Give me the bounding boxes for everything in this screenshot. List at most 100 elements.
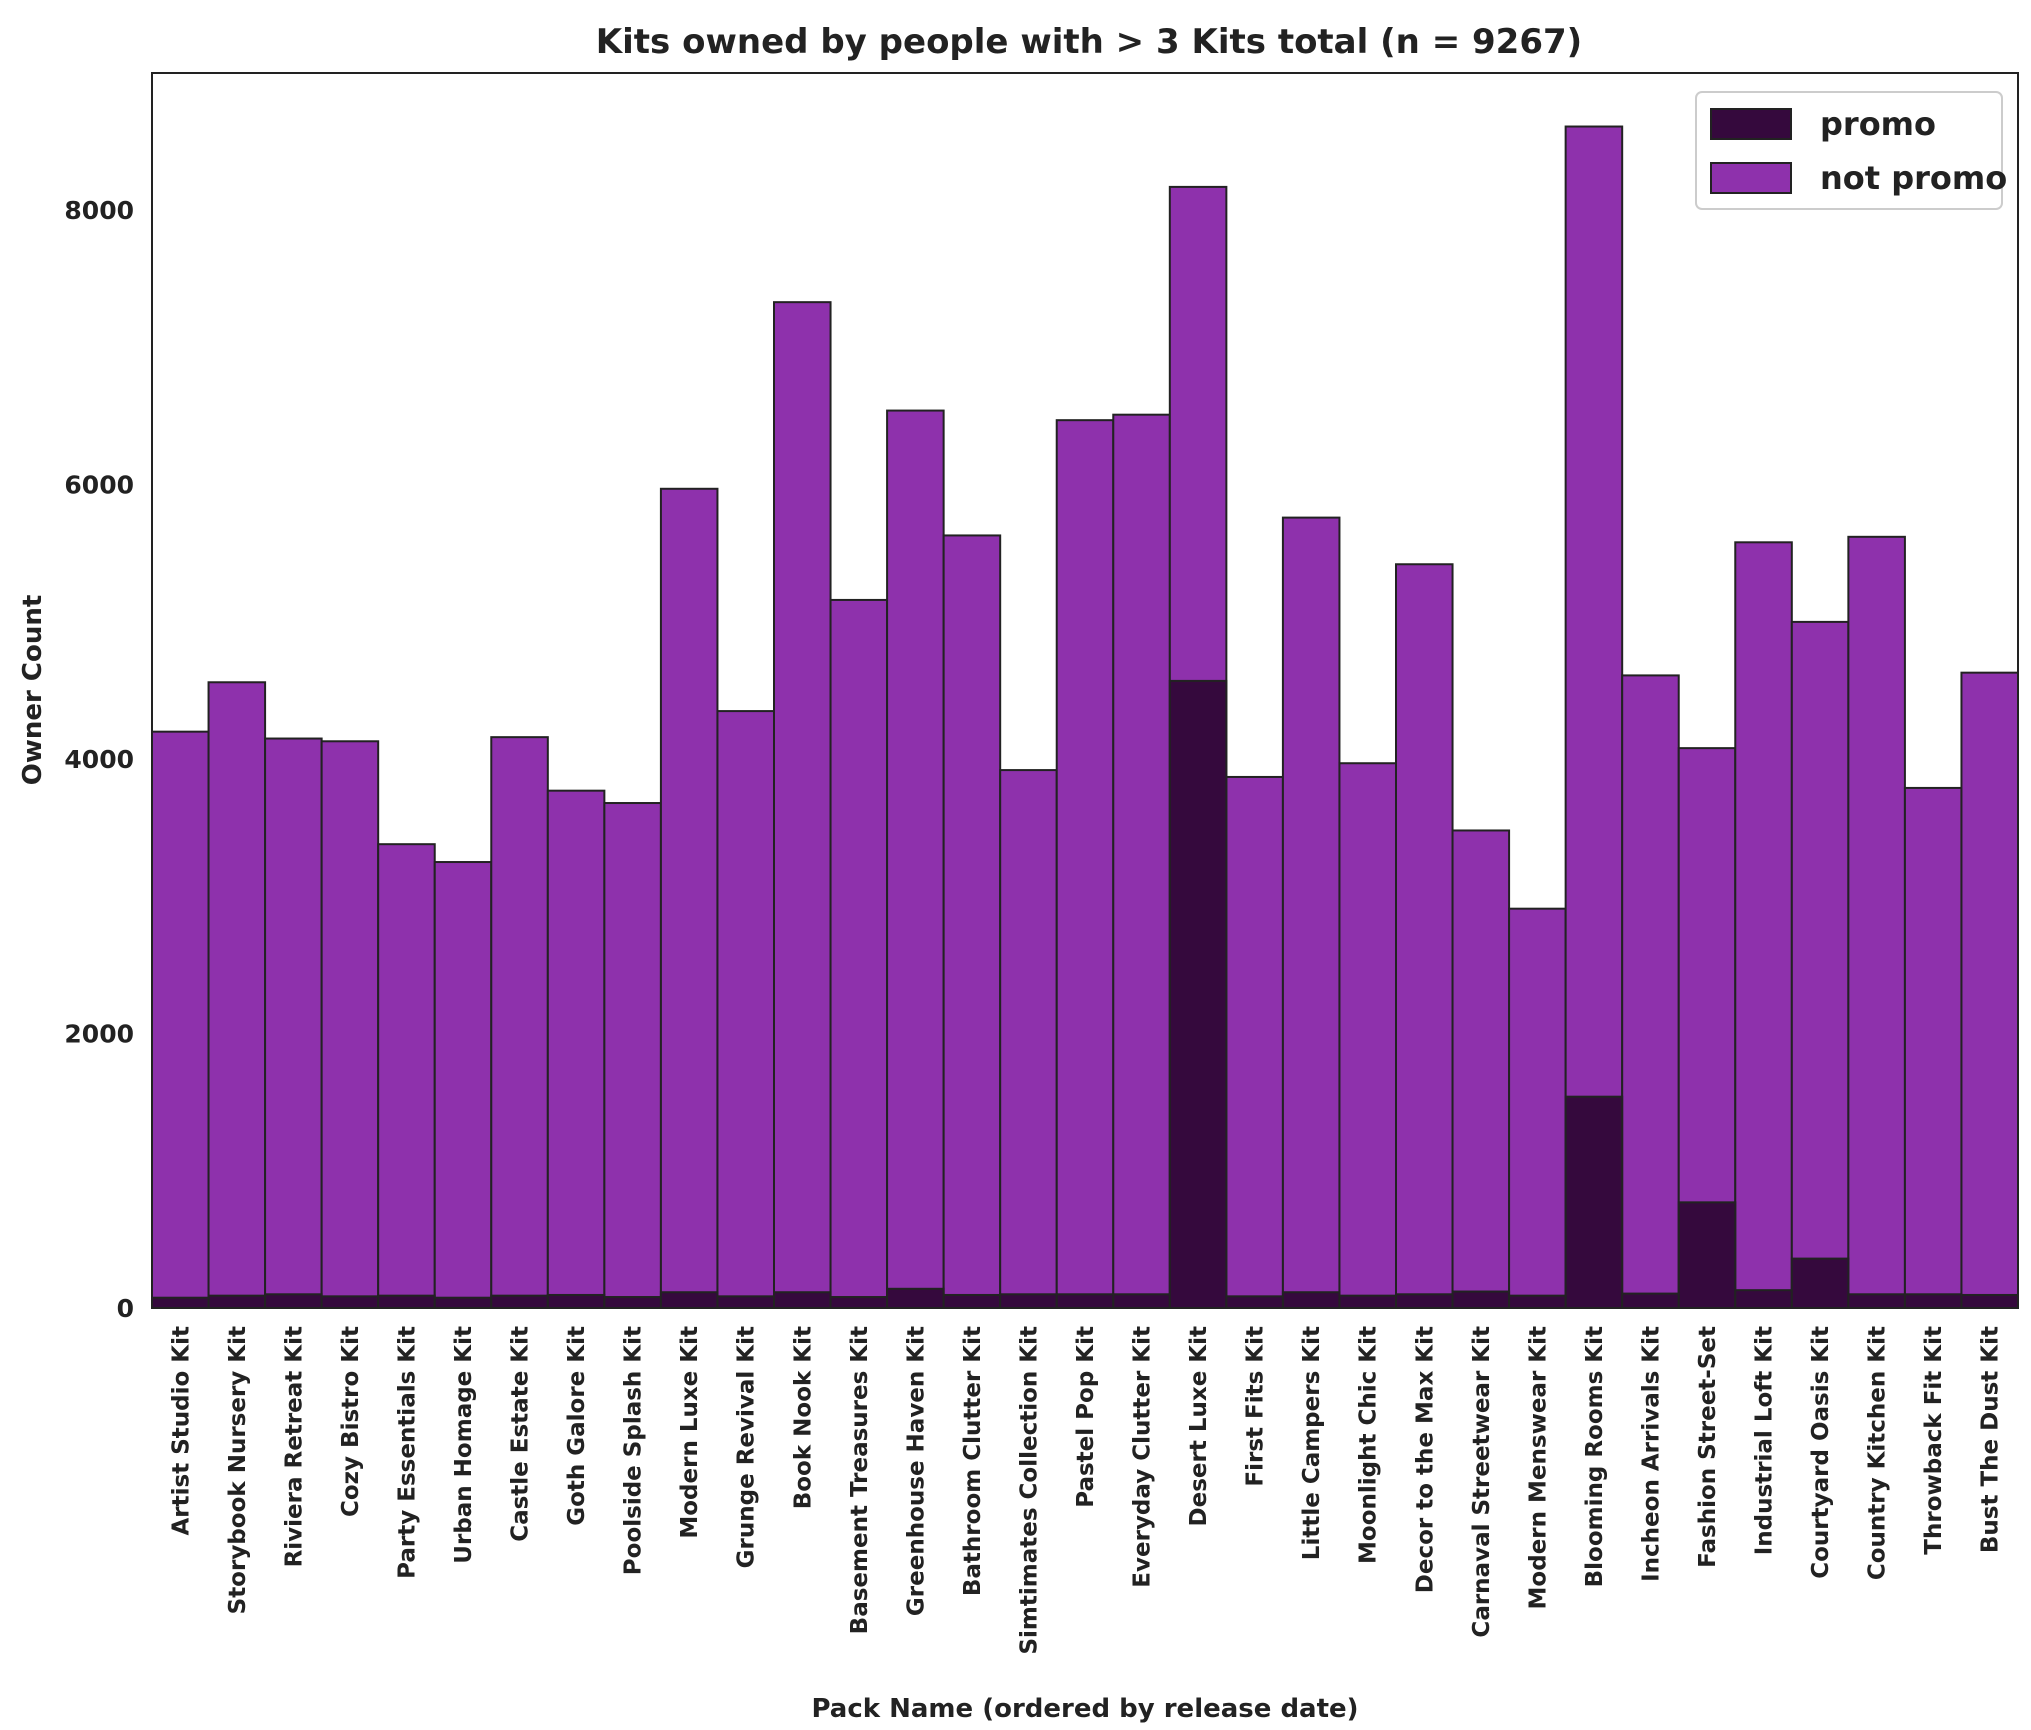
bar-promo-party-essentials-kit (377, 1294, 436, 1310)
bar-promo-desert-luxe-kit (1168, 679, 1228, 1309)
bar-not-promo-decor-to-the-max-kit (1395, 563, 1454, 1309)
x-tick-label: Simtimates Collection Kit (1016, 1326, 1042, 1655)
bar-not-promo-courtyard-oasis-kit (1790, 620, 1850, 1309)
bar-promo-riviera-retreat-kit (264, 1293, 323, 1310)
x-tick-label: Everyday Clutter Kit (1130, 1326, 1156, 1588)
x-tick-label: Basement Treasures Kit (847, 1326, 873, 1634)
bar-promo-greenhouse-haven-kit (886, 1287, 945, 1310)
bar-promo-poolside-splash-kit (603, 1296, 662, 1309)
bar-not-promo-modern-menswear-kit (1508, 907, 1567, 1310)
y-tick-label: 8000 (64, 196, 134, 225)
x-tick-label: Pastel Pop Kit (1073, 1326, 1099, 1508)
bar-promo-carnaval-streetwear-kit (1451, 1290, 1511, 1309)
y-axis-label: Owner Count (18, 595, 48, 786)
x-tick-label: Modern Menswear Kit (1525, 1326, 1551, 1609)
bar-not-promo-cozy-bistro-kit (320, 740, 380, 1309)
bar-not-promo-grunge-revival-kit (716, 710, 775, 1309)
x-tick-label: Decor to the Max Kit (1412, 1326, 1438, 1593)
x-tick-label: Moonlight Chic Kit (1356, 1326, 1382, 1564)
x-tick-label: Modern Luxe Kit (677, 1326, 703, 1539)
x-tick-label: Industrial Loft Kit (1752, 1326, 1778, 1555)
bar-promo-simtimates-collection-kit (999, 1293, 1058, 1310)
x-tick-label: Grunge Revival Kit (734, 1326, 760, 1568)
y-tick-label: 0 (117, 1294, 134, 1323)
bar-not-promo-goth-galore-kit (546, 789, 606, 1309)
bar-promo-urban-homage-kit (433, 1296, 493, 1310)
bar-promo-fashion-street-set (1677, 1201, 1737, 1309)
bar-not-promo-riviera-retreat-kit (264, 737, 323, 1309)
bar-not-promo-poolside-splash-kit (603, 802, 662, 1309)
bar-promo-bathroom-clutter-kit (942, 1293, 1002, 1309)
bar-promo-artist-studio-kit (151, 1296, 210, 1310)
bar-not-promo-everyday-clutter-kit (1112, 413, 1171, 1309)
bar-not-promo-castle-estate-kit (490, 736, 549, 1309)
x-tick-label: Storybook Nursery Kit (225, 1326, 251, 1614)
x-tick-label: Carnaval Streetwear Kit (1469, 1326, 1495, 1638)
bar-promo-incheon-arrivals-kit (1621, 1292, 1680, 1310)
y-tick-label: 6000 (64, 471, 134, 500)
bar-not-promo-storybook-nursery-kit (207, 681, 267, 1309)
bar-promo-industrial-loft-kit (1734, 1289, 1793, 1310)
legend-swatch-promo (1710, 108, 1792, 140)
bar-not-promo-artist-studio-kit (151, 730, 210, 1309)
bar-promo-moonlight-chic-kit (1338, 1294, 1398, 1310)
x-tick-label: Greenhouse Haven Kit (903, 1326, 929, 1616)
bar-not-promo-modern-luxe-kit (659, 487, 719, 1309)
y-axis-ticks: 0 2000 4000 6000 8000 (64, 196, 134, 1323)
bar-promo-grunge-revival-kit (716, 1295, 775, 1309)
bar-not-promo-country-kitchen-kit (1847, 535, 1906, 1309)
bar-not-promo-first-fits-kit (1225, 775, 1284, 1309)
bar-not-promo-bathroom-clutter-kit (942, 534, 1002, 1309)
x-tick-label: Book Nook Kit (790, 1326, 816, 1509)
bar-promo-book-nook-kit (773, 1291, 832, 1310)
x-tick-label: Poolside Splash Kit (621, 1326, 647, 1575)
bar-promo-blooming-rooms-kit (1564, 1095, 1624, 1309)
bar-promo-little-campers-kit (1281, 1291, 1341, 1310)
bar-promo-modern-luxe-kit (659, 1291, 719, 1310)
legend-label-promo: promo (1820, 105, 1936, 143)
x-axis-ticks: Artist Studio Kit Storybook Nursery Kit Ri… (168, 1326, 2003, 1655)
plot-frame (151, 72, 2019, 1309)
x-axis-label: Pack Name (ordered by release date) (811, 1694, 1358, 1724)
bar-promo-castle-estate-kit (490, 1294, 549, 1310)
bar-promo-first-fits-kit (1225, 1295, 1284, 1309)
x-tick-label: Fashion Street-Set (1695, 1326, 1721, 1568)
bar-not-promo-basement-treasures-kit (829, 598, 889, 1309)
bar-not-promo-urban-homage-kit (433, 861, 493, 1309)
bar-not-promo-throwback-fit-kit (1903, 786, 1963, 1309)
bar-not-promo-moonlight-chic-kit (1338, 762, 1398, 1309)
x-tick-label: Courtyard Oasis Kit (1808, 1326, 1834, 1579)
bar-promo-courtyard-oasis-kit (1790, 1257, 1850, 1309)
bar-promo-throwback-fit-kit (1903, 1293, 1963, 1310)
bar-not-promo-little-campers-kit (1281, 516, 1341, 1309)
legend-swatch-not-promo (1710, 162, 1792, 194)
bar-promo-country-kitchen-kit (1847, 1293, 1906, 1310)
x-tick-label: Urban Homage Kit (451, 1326, 477, 1564)
bar-not-promo-book-nook-kit (773, 301, 832, 1309)
bar-promo-storybook-nursery-kit (207, 1294, 267, 1310)
x-tick-label: Castle Estate Kit (508, 1326, 534, 1542)
x-tick-label: Blooming Rooms Kit (1582, 1326, 1608, 1587)
x-tick-label: Bathroom Clutter Kit (960, 1326, 986, 1596)
y-tick-label: 2000 (64, 1020, 134, 1049)
x-tick-label: Cozy Bistro Kit (338, 1326, 364, 1517)
x-tick-label: Artist Studio Kit (168, 1326, 194, 1536)
x-tick-label: Country Kitchen Kit (1865, 1326, 1891, 1580)
bar-promo-pastel-pop-kit (1055, 1293, 1115, 1310)
x-tick-label: Incheon Arrivals Kit (1638, 1326, 1664, 1582)
bar-not-promo-bust-the-dust-kit (1960, 671, 2020, 1309)
legend-label-not-promo: not promo (1820, 159, 2007, 197)
x-tick-label: Throwback Fit Kit (1921, 1326, 1947, 1555)
bar-not-promo-simtimates-collection-kit (999, 769, 1058, 1309)
x-tick-label: First Fits Kit (1243, 1326, 1269, 1487)
bar-promo-decor-to-the-max-kit (1395, 1293, 1454, 1310)
legend: promo not promo (1695, 91, 2007, 210)
x-tick-label: Bust The Dust Kit (1978, 1326, 2004, 1553)
bar-not-promo-incheon-arrivals-kit (1621, 674, 1680, 1309)
bar-not-promo-party-essentials-kit (377, 843, 436, 1309)
x-tick-label: Riviera Retreat Kit (281, 1326, 307, 1567)
bar-not-promo-industrial-loft-kit (1734, 541, 1793, 1309)
bar-promo-basement-treasures-kit (829, 1296, 889, 1309)
bar-not-promo-carnaval-streetwear-kit (1451, 829, 1511, 1309)
